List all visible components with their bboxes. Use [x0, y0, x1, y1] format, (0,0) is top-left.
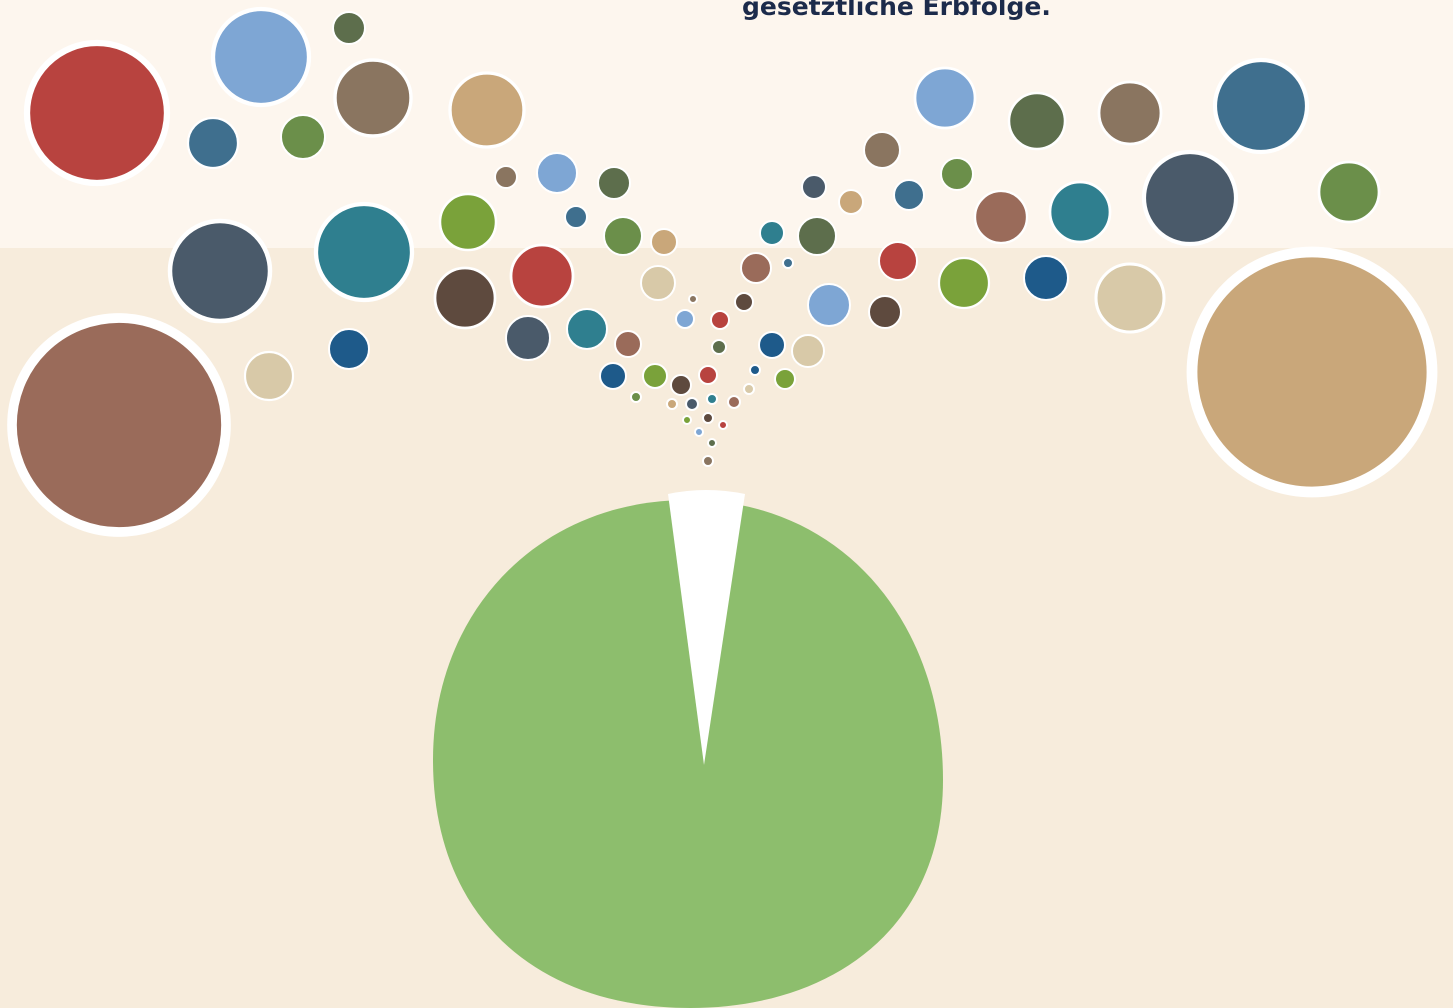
photo-bubble [740, 252, 772, 284]
photo-bubble [186, 116, 240, 170]
photo-bubble [774, 368, 796, 390]
photo-bubbles [7, 6, 1438, 537]
photo-bubble [782, 257, 794, 269]
photo-bubble [937, 256, 991, 310]
photo-bubble [640, 265, 676, 301]
photo-bubble [734, 292, 754, 312]
photo-bubble [893, 179, 925, 211]
photo-bubble [863, 131, 901, 169]
photo-bubble [597, 166, 631, 200]
photo-bubble [743, 383, 755, 395]
photo-bubble [448, 71, 526, 149]
photo-bubble [333, 58, 413, 138]
photo-bubble [698, 365, 718, 385]
photo-bubble [791, 334, 825, 368]
photo-bubble [718, 420, 728, 430]
photo-bubble [913, 66, 977, 130]
photo-bubble [801, 174, 827, 200]
photo-bubble [650, 228, 678, 256]
photo-bubble [682, 415, 692, 425]
photo-bubble [603, 216, 643, 256]
photo-bubble [707, 438, 717, 448]
photo-bubble [688, 294, 698, 304]
photo-bubble [1141, 149, 1239, 247]
photo-bubble [838, 189, 864, 215]
photo-bubble [438, 192, 498, 252]
photo-bubble [758, 331, 786, 359]
photo-bubble [940, 157, 974, 191]
photo-bubble [973, 189, 1029, 245]
photo-bubble [536, 152, 578, 194]
photo-bubble [1007, 91, 1067, 151]
photo-bubble [433, 266, 497, 330]
pie [433, 500, 943, 1008]
photo-bubble [1094, 262, 1166, 334]
photo-bubble [675, 309, 695, 329]
photo-bubble [710, 310, 730, 330]
photo-bubble [694, 427, 704, 437]
heading: gesetztliche Erbfolge. [742, 0, 1051, 21]
photo-bubble [494, 165, 518, 189]
photo-bubble [509, 243, 575, 309]
photo-bubble [666, 398, 678, 410]
photo-bubble [614, 330, 642, 358]
photo-bubble [878, 241, 918, 281]
photo-bubble [7, 313, 231, 537]
photo-bubble [1212, 57, 1310, 155]
photo-bubble [23, 39, 171, 187]
photo-bubble [685, 397, 699, 411]
photo-bubble [566, 308, 608, 350]
photo-bubble [749, 364, 761, 376]
photo-bubble [280, 114, 326, 160]
photo-bubble [328, 328, 370, 370]
photo-bubble [807, 283, 851, 327]
photo-bubble [564, 205, 588, 229]
photo-bubble [727, 395, 741, 409]
photo-bubble [642, 363, 668, 389]
photo-bubble [630, 391, 642, 403]
photo-bubble [702, 455, 714, 467]
photo-bubble [505, 315, 551, 361]
photo-bubble [1097, 80, 1163, 146]
photo-bubble [167, 218, 273, 324]
photo-bubble [868, 295, 902, 329]
photo-bubble [1048, 180, 1112, 244]
photo-bubble [1317, 160, 1381, 224]
photo-bubble [1186, 246, 1438, 498]
photo-bubble [759, 220, 785, 246]
photo-bubble [797, 216, 837, 256]
photo-bubble [702, 412, 714, 424]
photo-bubble [1023, 255, 1069, 301]
photo-bubble [313, 201, 415, 303]
photo-bubble [711, 339, 727, 355]
photo-bubble [243, 350, 295, 402]
photo-bubble [670, 374, 692, 396]
photo-bubble [210, 6, 312, 108]
pie-slice-gap [668, 490, 745, 765]
photo-bubble [706, 393, 718, 405]
photo-bubble [332, 11, 366, 45]
photo-bubble [599, 362, 627, 390]
